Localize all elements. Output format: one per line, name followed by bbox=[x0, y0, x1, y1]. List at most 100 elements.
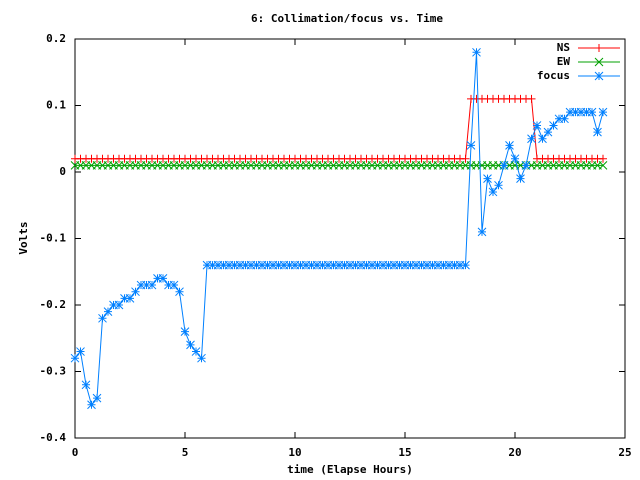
point-marker bbox=[158, 274, 168, 283]
point-marker bbox=[593, 127, 602, 137]
point-marker bbox=[76, 347, 85, 356]
x-tick-label: 25 bbox=[618, 446, 631, 459]
point-marker bbox=[538, 134, 547, 144]
x-tick-label: 5 bbox=[182, 446, 189, 459]
y-tick-label: -0.1 bbox=[40, 232, 67, 245]
point-marker bbox=[599, 154, 607, 163]
point-marker bbox=[285, 260, 294, 270]
point-marker bbox=[461, 154, 470, 163]
point-marker bbox=[279, 260, 289, 270]
point-marker bbox=[422, 260, 432, 270]
point-marker bbox=[411, 260, 421, 270]
point-marker bbox=[433, 260, 443, 270]
point-marker bbox=[400, 260, 410, 270]
point-marker bbox=[290, 260, 300, 270]
point-marker bbox=[428, 260, 437, 270]
point-marker bbox=[120, 293, 129, 303]
point-marker bbox=[395, 260, 404, 270]
point-marker bbox=[510, 154, 520, 164]
point-marker bbox=[494, 180, 503, 190]
point-marker bbox=[125, 293, 135, 303]
point-marker bbox=[202, 260, 212, 270]
point-marker bbox=[257, 260, 267, 270]
point-marker bbox=[98, 313, 107, 323]
point-marker bbox=[323, 260, 333, 270]
point-marker bbox=[576, 107, 586, 117]
legend-marker bbox=[594, 71, 604, 81]
point-marker bbox=[103, 307, 113, 317]
point-marker bbox=[142, 280, 151, 290]
point-marker bbox=[70, 353, 80, 363]
point-marker bbox=[444, 260, 454, 270]
point-marker bbox=[356, 260, 366, 270]
point-marker bbox=[527, 134, 536, 144]
point-marker bbox=[582, 107, 591, 117]
point-marker bbox=[406, 260, 415, 270]
point-marker bbox=[472, 47, 481, 57]
point-marker bbox=[417, 260, 426, 270]
point-marker bbox=[312, 260, 322, 270]
point-marker bbox=[175, 287, 184, 297]
point-marker bbox=[571, 107, 580, 117]
point-marker bbox=[378, 260, 388, 270]
point-marker bbox=[466, 141, 476, 150]
point-marker bbox=[213, 260, 223, 270]
point-marker bbox=[455, 260, 465, 270]
point-marker bbox=[318, 260, 327, 270]
point-marker bbox=[340, 260, 349, 270]
point-marker bbox=[367, 260, 377, 270]
point-marker bbox=[219, 260, 228, 270]
point-marker bbox=[543, 127, 553, 137]
point-marker bbox=[587, 107, 597, 117]
point-marker bbox=[169, 280, 179, 290]
point-marker bbox=[334, 260, 344, 270]
point-marker bbox=[114, 300, 124, 310]
point-marker bbox=[384, 260, 393, 270]
legend-marker bbox=[594, 57, 604, 67]
point-marker bbox=[565, 107, 575, 117]
point-marker bbox=[197, 353, 206, 363]
point-marker bbox=[532, 121, 542, 130]
point-marker bbox=[131, 287, 140, 297]
point-marker bbox=[92, 393, 102, 403]
point-marker bbox=[235, 260, 245, 270]
point-marker bbox=[439, 260, 448, 270]
y-tick-label: 0 bbox=[59, 165, 66, 178]
point-marker bbox=[598, 107, 608, 117]
point-marker bbox=[345, 260, 355, 270]
x-tick-label: 10 bbox=[288, 446, 301, 459]
point-marker bbox=[521, 160, 531, 170]
point-marker bbox=[147, 280, 157, 290]
point-marker bbox=[329, 260, 338, 270]
point-marker bbox=[483, 174, 492, 184]
point-marker bbox=[296, 260, 305, 270]
point-marker bbox=[389, 260, 399, 270]
point-marker bbox=[450, 260, 459, 270]
point-marker bbox=[301, 260, 311, 270]
point-marker bbox=[461, 260, 470, 270]
point-marker bbox=[191, 347, 201, 356]
point-marker bbox=[549, 121, 558, 130]
point-marker bbox=[598, 160, 608, 170]
y-tick-label: -0.3 bbox=[40, 365, 67, 378]
chart-title: 6: Collimation/focus vs. Time bbox=[251, 12, 443, 25]
point-marker bbox=[230, 260, 239, 270]
legend-label: EW bbox=[557, 55, 571, 68]
point-marker bbox=[488, 187, 498, 197]
point-marker bbox=[505, 141, 514, 150]
point-marker bbox=[252, 260, 261, 270]
point-marker bbox=[373, 260, 382, 270]
point-marker bbox=[554, 114, 564, 124]
y-tick-label: -0.4 bbox=[40, 431, 67, 444]
point-marker bbox=[87, 400, 96, 410]
point-marker bbox=[164, 280, 173, 290]
point-marker bbox=[351, 260, 360, 270]
point-marker bbox=[527, 94, 536, 103]
point-marker bbox=[180, 327, 190, 336]
point-marker bbox=[560, 114, 569, 124]
point-marker bbox=[186, 340, 195, 350]
point-marker bbox=[362, 260, 371, 270]
